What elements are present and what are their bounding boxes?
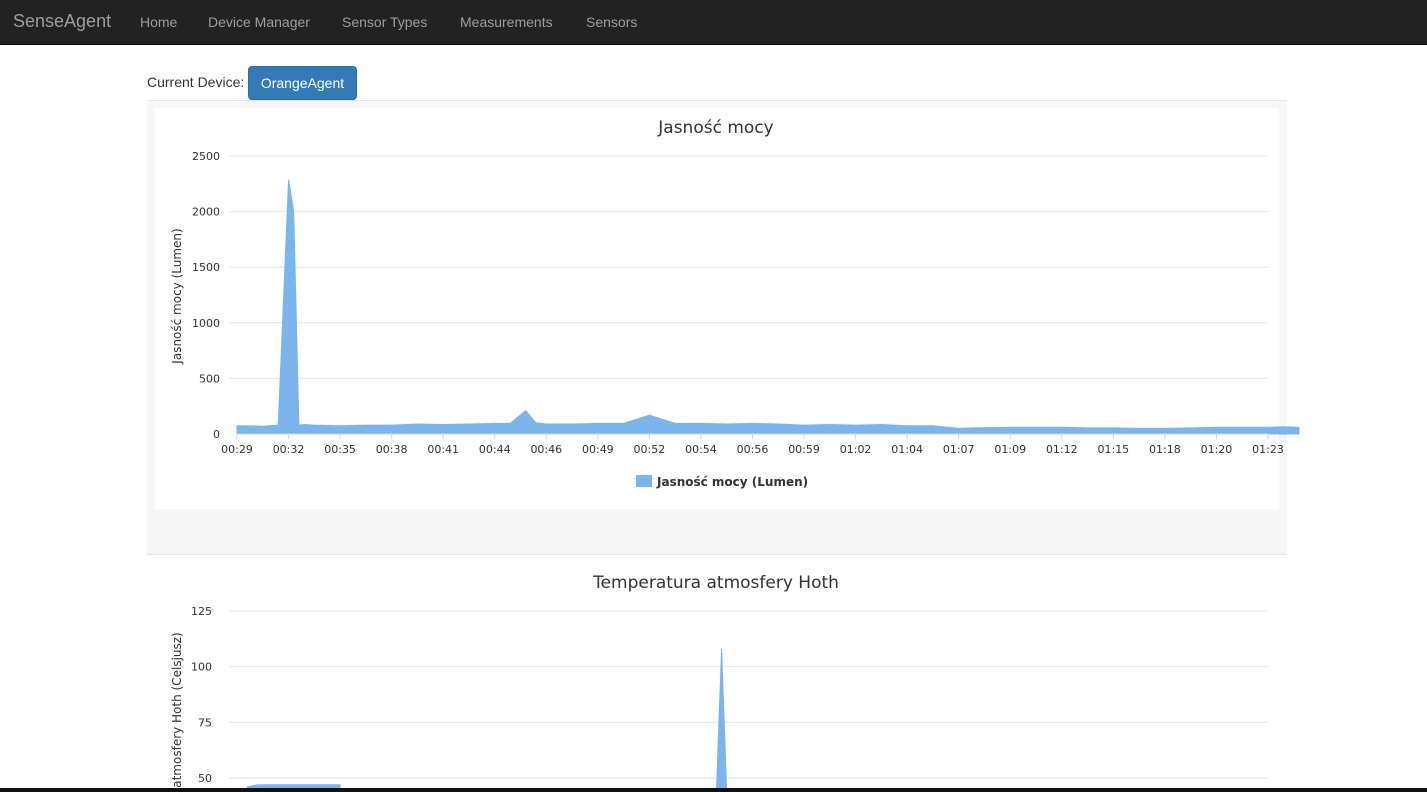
legend-label[interactable]: Jasność mocy (Lumen) (656, 475, 808, 489)
grid-lines (229, 155, 1268, 379)
top-navbar: SenseAgent Home Device Manager Sensor Ty… (0, 0, 1427, 45)
x-tick-label: 00:41 (427, 443, 459, 456)
x-tick-label: 00:56 (737, 443, 769, 456)
x-tick-label: 01:15 (1097, 443, 1129, 456)
chart-jasnosc: Jasność mocy 0 500 1000 1500 2000 2500 Jasnoś… (170, 118, 1300, 489)
y-axis-label: Jasność mocy (Lumen) (170, 228, 184, 364)
chart-container-light (155, 108, 1279, 509)
grid-lines (229, 610, 1268, 779)
x-tick-label: 00:32 (273, 443, 305, 456)
y-tick-label: 1000 (192, 317, 220, 330)
x-tick-label: 00:49 (582, 443, 614, 456)
y-tick-labels: 0 500 1000 1500 2000 2500 (192, 150, 220, 441)
x-tick-label: 01:20 (1201, 443, 1233, 456)
y-tick-label: 125 (191, 605, 212, 618)
x-tick-label: 01:18 (1149, 443, 1181, 456)
x-tick-label: 01:12 (1046, 443, 1078, 456)
x-tick-label: 01:04 (891, 443, 923, 456)
device-select-button[interactable]: OrangeAgent (248, 66, 357, 100)
nav-sensors[interactable]: Sensors (586, 14, 638, 30)
x-tick-label: 00:29 (221, 443, 253, 456)
y-tick-label: 50 (198, 772, 212, 785)
y-tick-label: 100 (191, 661, 212, 674)
current-device-label: Current Device: (147, 74, 245, 90)
y-tick-label: 75 (198, 716, 212, 729)
y-tick-label: 1500 (192, 261, 220, 274)
legend-swatch[interactable] (636, 475, 652, 487)
x-tick-label: 00:46 (530, 443, 562, 456)
chart-title: Temperatura atmosfery Hoth (592, 573, 839, 593)
x-tick-label: 00:52 (634, 443, 666, 456)
window-bottom-edge (0, 788, 1427, 792)
x-tick-label: 01:07 (943, 443, 975, 456)
x-tick-label: 00:38 (376, 443, 408, 456)
x-tick-label: 00:35 (324, 443, 356, 456)
x-tick-label: 01:02 (840, 443, 872, 456)
x-tick-label: 01:09 (994, 443, 1026, 456)
brand-logo[interactable]: SenseAgent (13, 11, 112, 31)
x-tick-label: 01:23 (1252, 443, 1284, 456)
nav-sensor-types[interactable]: Sensor Types (342, 14, 428, 30)
chart-title: Jasność mocy (657, 118, 773, 138)
y-axis-label: atmosfery Hoth (Celsjusz) (170, 632, 184, 788)
y-tick-label: 2500 (192, 150, 220, 163)
area-series-temperatura (246, 648, 728, 792)
y-tick-label: 500 (199, 372, 220, 385)
nav-home[interactable]: Home (140, 14, 178, 30)
y-tick-labels: 50 75 100 125 (191, 605, 212, 785)
x-tick-labels: 00:29 00:32 00:35 00:38 00:41 00:44 00:46 00:49… (221, 434, 1284, 456)
chart-temperatura: Temperatura atmosfery Hoth 50 75 100 125 at… (170, 573, 1268, 792)
area-series-jasnosc (236, 179, 1300, 435)
x-tick-label: 00:59 (788, 443, 820, 456)
nav-measurements[interactable]: Measurements (460, 14, 553, 30)
x-tick-label: 00:44 (479, 443, 511, 456)
nav-device-manager[interactable]: Device Manager (208, 14, 310, 30)
y-tick-label: 0 (213, 428, 220, 441)
x-tick-label: 00:54 (685, 443, 717, 456)
y-tick-label: 2000 (192, 206, 220, 219)
